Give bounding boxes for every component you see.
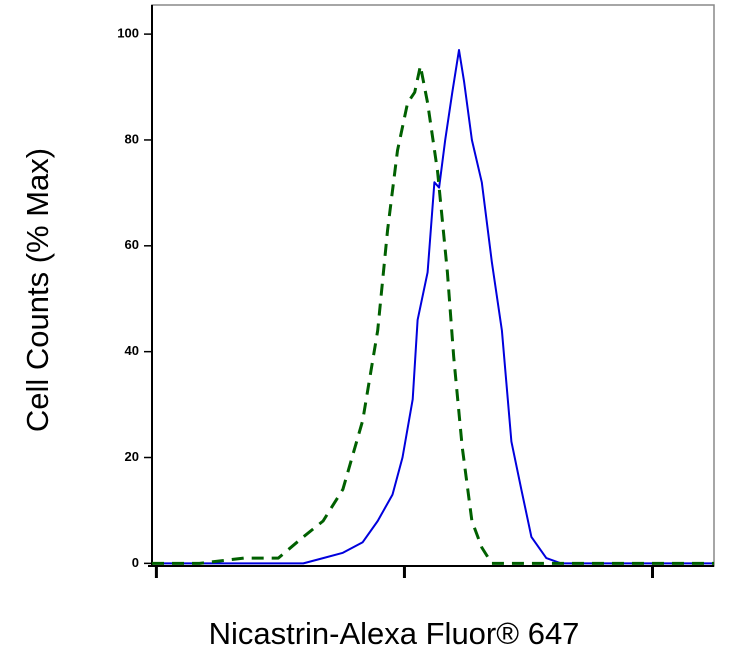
plot-frame xyxy=(151,4,715,567)
y-tick-label: 60 xyxy=(125,237,139,252)
y-tick-label: 80 xyxy=(125,131,139,146)
y-tick-label: 40 xyxy=(125,343,139,358)
y-axis-label: Cell Counts (% Max) xyxy=(20,148,55,432)
y-tick-label: 0 xyxy=(132,555,139,570)
x-axis-label: Nicastrin-Alexa Fluor® 647 xyxy=(209,616,580,651)
y-tick-label: 20 xyxy=(125,449,139,464)
histogram-line xyxy=(152,64,714,565)
histogram-line xyxy=(152,49,714,565)
y-tick-label: 100 xyxy=(117,26,139,41)
